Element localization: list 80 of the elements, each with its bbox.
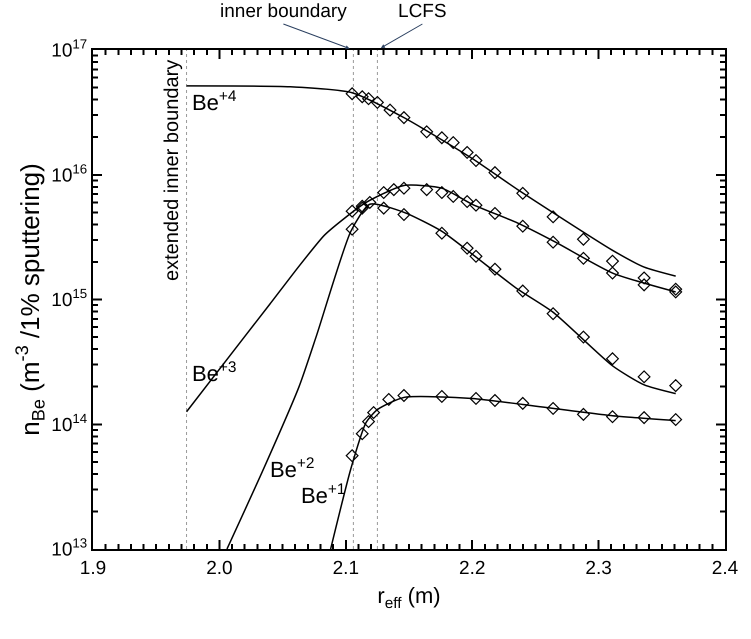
point	[377, 202, 390, 215]
point	[460, 242, 474, 255]
annotation: Be$^{+1}$	[301, 481, 346, 508]
point	[576, 408, 590, 421]
point	[576, 330, 590, 344]
point	[546, 402, 560, 415]
point	[397, 182, 410, 195]
point	[516, 220, 530, 233]
point	[382, 393, 396, 406]
point	[488, 394, 502, 407]
point	[362, 92, 375, 106]
point	[346, 222, 359, 236]
ref-line-label: inner boundary	[220, 1, 348, 22]
point	[356, 427, 369, 440]
point	[488, 206, 502, 220]
point	[370, 96, 384, 109]
point	[397, 389, 410, 402]
point	[516, 284, 530, 298]
point	[420, 183, 434, 196]
point	[546, 307, 560, 320]
point	[446, 190, 460, 203]
point	[397, 111, 410, 124]
point	[397, 208, 410, 221]
ref-line-label: extended inner boundary	[161, 60, 184, 282]
point	[346, 449, 359, 462]
point	[669, 379, 682, 392]
y-tick-label: 10$^{16}$	[51, 161, 88, 186]
point	[606, 410, 619, 424]
point	[638, 271, 651, 284]
y-tick-label: 10$^{14}$	[51, 410, 88, 436]
point	[435, 131, 448, 144]
point	[346, 204, 359, 218]
point	[488, 262, 502, 276]
point	[546, 210, 560, 224]
x-tick-label: 2.1	[332, 558, 360, 579]
point	[606, 266, 619, 280]
point	[460, 195, 474, 208]
point	[638, 278, 651, 292]
point	[377, 186, 390, 199]
x-tick-label: 2.4	[712, 558, 739, 579]
y-tick-label: 10$^{17}$	[51, 36, 88, 62]
point	[435, 226, 448, 240]
point	[576, 252, 590, 265]
point	[669, 413, 682, 426]
x-tick-label: 2.0	[206, 558, 233, 579]
point	[516, 396, 530, 410]
point	[384, 104, 396, 117]
point	[546, 236, 560, 249]
point	[488, 166, 502, 180]
point	[606, 352, 619, 366]
y-tick-label: 10$^{15}$	[51, 286, 88, 312]
point	[669, 285, 682, 298]
point	[606, 254, 619, 268]
point	[470, 198, 482, 212]
annotation: Be$^{+2}$	[270, 455, 314, 482]
point	[470, 250, 482, 263]
point	[638, 370, 651, 384]
point	[435, 390, 448, 403]
point	[638, 411, 651, 424]
point	[363, 196, 376, 209]
x-tick-label: 2.3	[585, 558, 612, 579]
point	[387, 183, 400, 196]
x-tick-label: 2.2	[458, 558, 486, 579]
annotation: Be$^{+4}$	[192, 88, 237, 116]
point	[470, 154, 482, 167]
point	[346, 87, 359, 100]
line-series	[186, 85, 676, 277]
point	[470, 392, 482, 405]
point	[362, 415, 375, 428]
point	[460, 146, 474, 159]
point	[669, 282, 682, 296]
x-axis-title: r$_{eff}$ (m)	[377, 583, 441, 612]
ref-line-label: LCFS	[398, 1, 447, 22]
point	[435, 186, 448, 199]
point	[516, 186, 530, 200]
point	[356, 90, 369, 104]
point	[446, 136, 460, 150]
point	[576, 232, 590, 246]
point	[420, 125, 434, 138]
point	[367, 406, 380, 420]
